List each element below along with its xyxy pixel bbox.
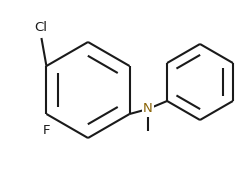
Text: Cl: Cl (34, 21, 47, 34)
Text: N: N (143, 102, 152, 115)
Text: F: F (43, 124, 50, 137)
